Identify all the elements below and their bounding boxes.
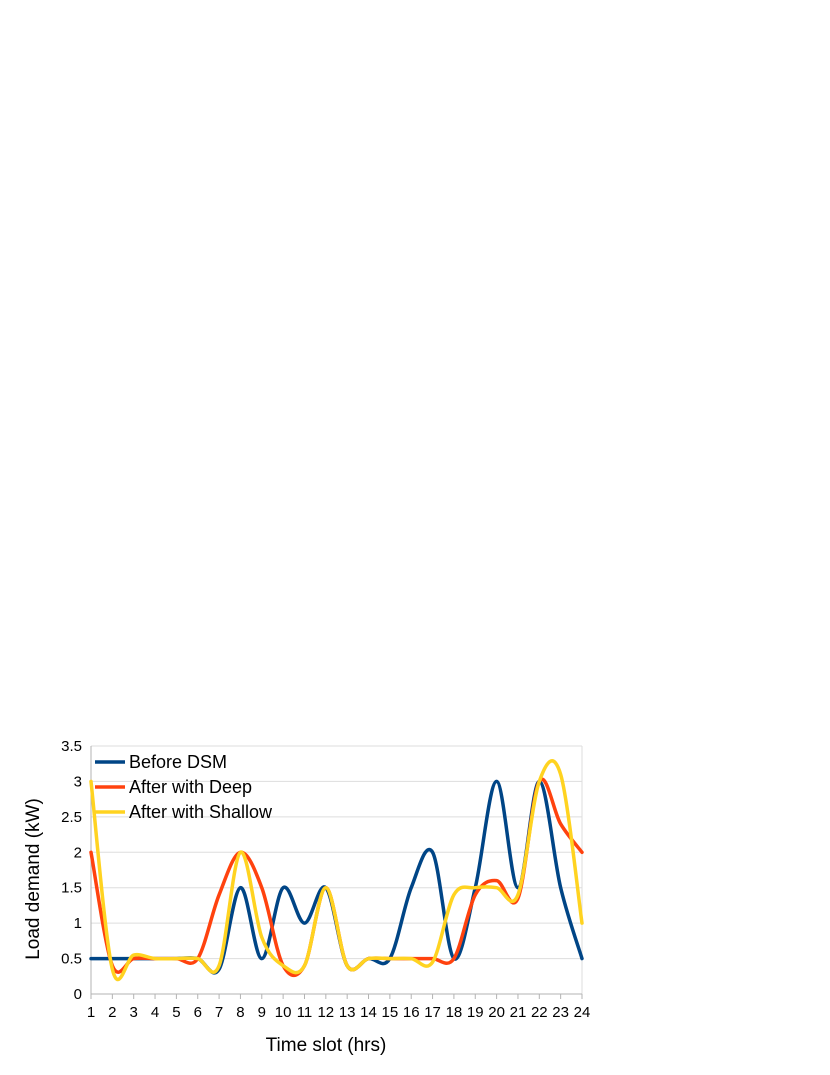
x-tick-labels: 1 2 3 4 5 6 7 8 9 10 11 12 13 14 15 16 17 18 19 20 21 22 23 24 (87, 1004, 591, 1021)
y-tick-label: 1.5 (61, 880, 82, 897)
x-tick-label: 8 (236, 1004, 244, 1021)
x-tick-label: 19 (467, 1004, 484, 1021)
x-tick-label: 7 (215, 1004, 223, 1021)
x-tick-label: 11 (297, 1004, 313, 1021)
x-tick-label: 23 (552, 1004, 569, 1021)
x-tick-label: 14 (360, 1004, 377, 1021)
legend-label: After with Shallow (129, 802, 273, 822)
x-tick-label: 24 (574, 1004, 591, 1021)
x-tick-label: 12 (317, 1004, 334, 1021)
gridlines (91, 745, 582, 960)
x-tick-label: 13 (339, 1004, 356, 1021)
legend: Before DSM After with Deep After with Shal… (95, 752, 273, 822)
x-tick-label: 21 (510, 1004, 527, 1021)
y-tick-label: 3.5 (61, 738, 82, 755)
y-tick-label: 0.5 (61, 951, 82, 968)
x-tick-label: 9 (258, 1004, 266, 1021)
x-tick-label: 1 (87, 1004, 95, 1021)
axes (90, 746, 583, 999)
x-tick-label: 10 (275, 1004, 292, 1021)
y-tick-label: 0 (74, 986, 82, 1003)
x-tick-label: 16 (403, 1004, 420, 1021)
x-tick-label: 2 (108, 1004, 116, 1021)
x-tick-label: 4 (151, 1004, 159, 1021)
legend-label: Before DSM (129, 752, 227, 772)
legend-label: After with Deep (129, 777, 252, 797)
y-axis-title: Load demand (kW) (23, 798, 44, 960)
x-axis-title: Time slot (hrs) (266, 1035, 387, 1056)
series-line-3 (89, 759, 584, 982)
x-tick-label: 17 (424, 1004, 441, 1021)
y-tick-label: 3 (74, 773, 82, 790)
y-tick-labels: 0 0.5 1 1.5 2 2.5 3 3.5 (61, 738, 82, 1003)
x-tick-label: 3 (130, 1004, 138, 1021)
y-tick-label: 2.5 (61, 809, 82, 826)
x-tick-label: 5 (172, 1004, 180, 1021)
x-tick-label: 6 (194, 1004, 202, 1021)
y-tick-label: 2 (74, 844, 82, 861)
y-tick-label: 1 (74, 915, 82, 932)
x-tick-label: 22 (531, 1004, 548, 1021)
x-tick-label: 15 (382, 1004, 399, 1021)
x-tick-label: 20 (488, 1004, 505, 1021)
x-tick-label: 18 (446, 1004, 463, 1021)
series-lines (89, 759, 584, 982)
